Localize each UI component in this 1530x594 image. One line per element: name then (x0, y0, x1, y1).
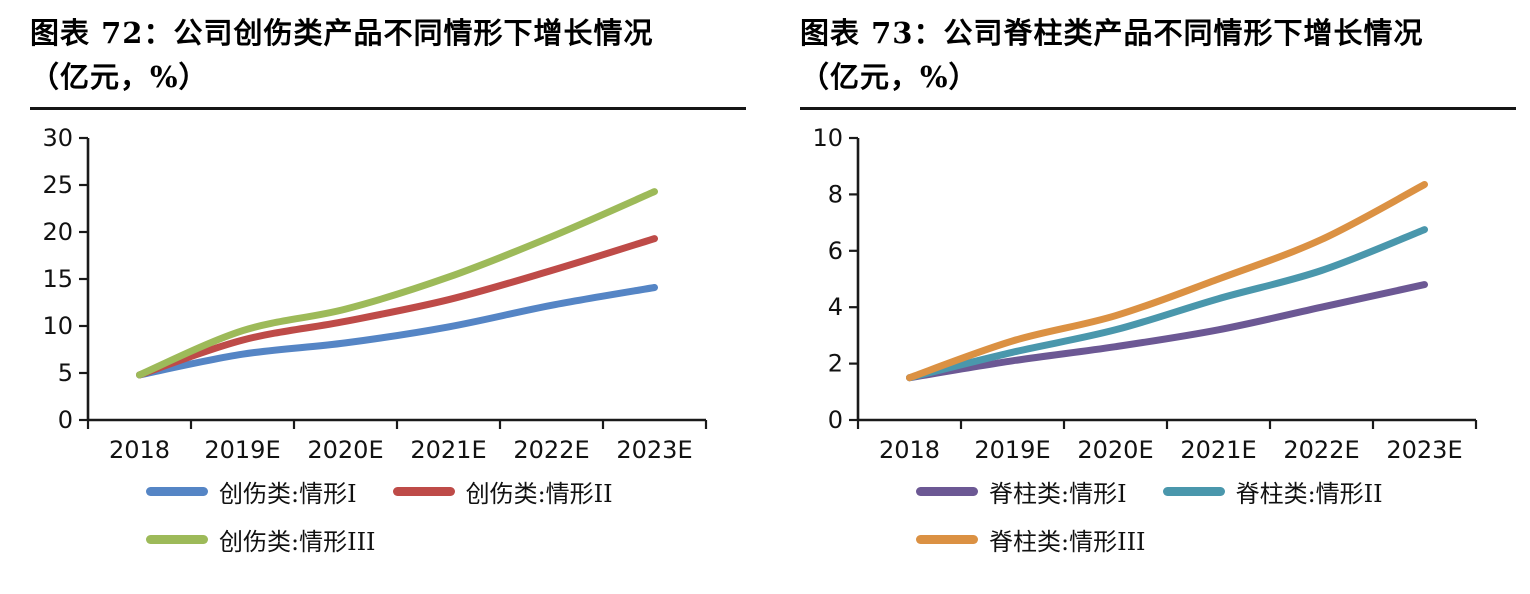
figure-72-title-text: 图表 72：公司创伤类产品不同情形下增长情况（亿元，%） (30, 16, 654, 94)
series-line-0 (136, 284, 658, 379)
x-tick-label: 2022E (1283, 436, 1359, 464)
legend-item-trauma-scenario-3: 创伤类:情形III (146, 522, 376, 557)
figure-72-panel: 图表 72：公司创伤类产品不同情形下增长情况（亿元，%） 0 5 10 15 20 25 3… (30, 10, 746, 570)
legend-row: 创伤类:情形I 创伤类:情形II (146, 474, 746, 509)
legend-label: 创伤类:情形III (219, 528, 376, 556)
figure-73-line-chart: 0 2 4 6 8 10 2018 2019E 2020E 2021E 2022E 2023E (812, 124, 1478, 464)
legend-swatch-icon (916, 487, 978, 496)
series-line-0 (906, 281, 1428, 382)
legend-label: 创伤类:情形II (465, 480, 613, 508)
legend-item-trauma-scenario-2: 创伤类:情形II (392, 474, 613, 509)
x-tick-label: 2023E (1386, 436, 1462, 464)
y-tick-label: 2 (828, 350, 843, 378)
y-tick-label: 15 (42, 265, 73, 293)
x-tick-label: 2019E (974, 436, 1050, 464)
figure-72-title: 图表 72：公司创伤类产品不同情形下增长情况（亿元，%） (30, 10, 746, 110)
y-tick-label: 10 (42, 312, 73, 340)
figure-72-line-chart: 0 5 10 15 20 25 30 2018 2019E 2020E 2021E 2022E 2023… (42, 124, 708, 464)
x-tick-label: 2023E (616, 436, 692, 464)
legend-swatch-icon (916, 535, 978, 544)
y-tick-label: 4 (828, 293, 843, 321)
legend-item-spine-scenario-2: 脊柱类:情形II (1162, 474, 1383, 509)
legend-label: 脊柱类:情形II (1235, 480, 1383, 508)
series-line-2 (136, 188, 658, 379)
y-tick-label: 0 (58, 406, 73, 434)
legend-item-trauma-scenario-1: 创伤类:情形I (146, 474, 357, 509)
x-tick-label: 2018 (879, 436, 940, 464)
legend-row: 创伤类:情形III (146, 522, 746, 557)
legend-swatch-icon (146, 535, 208, 544)
figure-73-title-text: 图表 73：公司脊柱类产品不同情形下增长情况（亿元，%） (800, 16, 1424, 94)
y-tick-label: 10 (812, 124, 843, 152)
x-tick-label: 2021E (1180, 436, 1256, 464)
x-tick-label: 2020E (307, 436, 383, 464)
figure-73-legend: 脊柱类:情形I 脊柱类:情形II 脊柱类:情形III (916, 474, 1516, 557)
legend-label: 创伤类:情形I (219, 480, 357, 508)
x-tick-label: 2018 (109, 436, 170, 464)
y-tick-label: 6 (828, 237, 843, 265)
figure-72-legend: 创伤类:情形I 创伤类:情形II 创伤类:情形III (146, 474, 746, 557)
figure-73-panel: 图表 73：公司脊柱类产品不同情形下增长情况（亿元，%） 0 2 4 6 8 10 2018… (800, 10, 1516, 570)
y-tick-label: 30 (42, 124, 73, 152)
legend-item-spine-scenario-1: 脊柱类:情形I (916, 474, 1127, 509)
legend-label: 脊柱类:情形III (989, 528, 1146, 556)
legend-swatch-icon (1162, 487, 1225, 496)
legend-label: 脊柱类:情形I (989, 480, 1127, 508)
y-tick-label: 0 (828, 406, 843, 434)
series-line-1 (136, 235, 658, 379)
figure-73-title: 图表 73：公司脊柱类产品不同情形下增长情况（亿元，%） (800, 10, 1516, 110)
series-line-2 (906, 181, 1428, 382)
y-tick-label: 8 (828, 180, 843, 208)
y-tick-label: 5 (58, 359, 73, 387)
series-line-1 (906, 226, 1428, 382)
legend-swatch-icon (146, 487, 208, 496)
x-tick-label: 2021E (410, 436, 486, 464)
x-tick-label: 2022E (513, 436, 589, 464)
legend-item-spine-scenario-3: 脊柱类:情形III (916, 522, 1146, 557)
y-tick-label: 20 (42, 218, 73, 246)
legend-row: 脊柱类:情形III (916, 522, 1516, 557)
y-tick-label: 25 (42, 171, 73, 199)
legend-row: 脊柱类:情形I 脊柱类:情形II (916, 474, 1516, 509)
x-tick-label: 2020E (1077, 436, 1153, 464)
legend-swatch-icon (392, 487, 455, 496)
x-tick-label: 2019E (204, 436, 280, 464)
report-figures-row: 图表 72：公司创伤类产品不同情形下增长情况（亿元，%） 0 5 10 15 20 25 3… (30, 10, 1516, 570)
